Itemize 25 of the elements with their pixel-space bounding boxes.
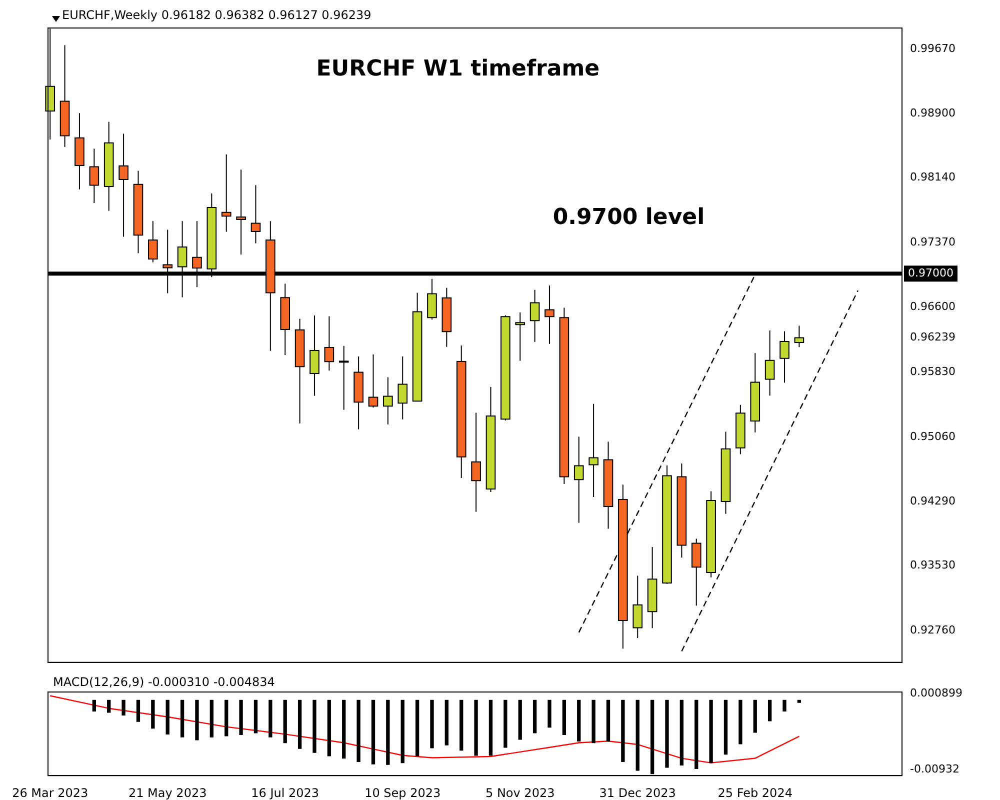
chart-subtitle: EURCHF,Weekly 0.96182 0.96382 0.96127 0.96239 xyxy=(62,8,372,22)
y-tick-label: 0.97370 xyxy=(910,235,956,248)
x-tick-label: 16 Jul 2023 xyxy=(251,786,320,800)
x-tick-label: 26 Mar 2023 xyxy=(12,786,88,800)
y-tick-label: 0.000899 xyxy=(910,686,962,700)
y-tick-label: 0.96239 xyxy=(910,330,956,344)
x-tick-label: 5 Nov 2023 xyxy=(485,786,555,800)
y-tick-label: 0.95060 xyxy=(910,430,956,443)
x-tick-label: 25 Feb 2024 xyxy=(718,786,792,800)
x-tick-label: 21 May 2023 xyxy=(128,786,207,800)
x-tick-label: 10 Sep 2023 xyxy=(364,786,441,800)
y-tick-label: -0.00932 xyxy=(910,762,960,776)
y-tick-label: 0.94290 xyxy=(910,494,956,508)
y-tick-label: 0.93530 xyxy=(910,558,956,572)
x-tick-label: 31 Dec 2023 xyxy=(599,786,676,800)
y-tick-label: 0.98900 xyxy=(910,106,956,120)
y-tick-label: 0.96600 xyxy=(910,300,956,314)
y-tick-label: 0.99670 xyxy=(910,42,956,55)
annotation: 0.9700 level xyxy=(552,205,705,230)
y-tick-label: 0.92760 xyxy=(910,623,956,636)
chart-title: MACD(12,26,9) -0.000310 -0.004834 xyxy=(53,675,275,690)
ref-line-label: 0.97000 xyxy=(908,266,954,280)
y-tick-label: 0.95830 xyxy=(910,364,956,378)
y-tick-label: 0.98140 xyxy=(910,170,956,184)
text: EURCHF W1 timeframe xyxy=(316,56,600,82)
